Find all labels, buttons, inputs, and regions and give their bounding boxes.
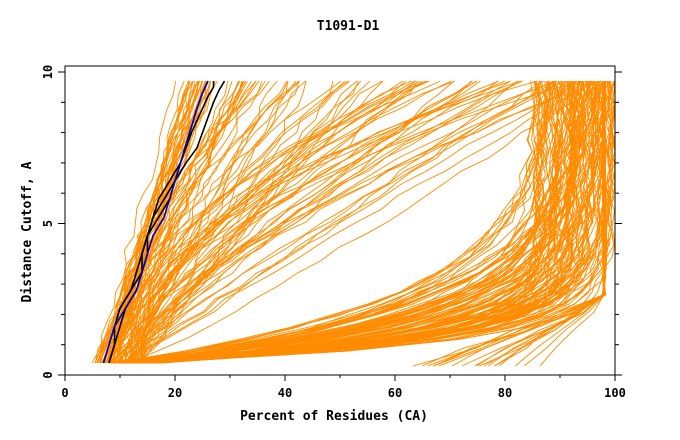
model-line <box>148 80 573 364</box>
model-line <box>118 81 599 364</box>
model-line <box>147 81 601 364</box>
model-line <box>158 81 574 364</box>
model-line <box>118 80 441 364</box>
model-line <box>118 80 556 364</box>
model-line <box>99 80 199 363</box>
model-line <box>125 80 606 364</box>
model-line <box>149 81 576 364</box>
model-line <box>139 80 358 364</box>
y-tick-label: 10 <box>41 65 55 79</box>
x-tick-label: 0 <box>61 386 68 400</box>
model-line <box>151 80 615 364</box>
model-line <box>120 81 572 364</box>
x-axis-ticks: 0 20 40 60 80 100 <box>61 375 626 400</box>
x-tick-label: 80 <box>498 386 512 400</box>
model-line <box>140 80 300 364</box>
model-line <box>126 80 563 364</box>
y-tick-label: 0 <box>41 371 55 378</box>
x-tick-label: 100 <box>604 386 626 400</box>
x-tick-label: 60 <box>388 386 402 400</box>
model-line <box>145 80 614 364</box>
model-line <box>91 81 207 364</box>
model-line <box>148 80 592 364</box>
model-line <box>479 81 607 367</box>
model-line <box>127 80 584 364</box>
model-line <box>130 81 545 364</box>
y-tick-label: 5 <box>41 220 55 227</box>
model-line <box>119 80 421 363</box>
model-line <box>113 80 544 364</box>
y-axis-title: Distance Cutoff, A <box>20 161 35 302</box>
model-line <box>149 81 550 364</box>
model-line <box>122 81 575 364</box>
model-line <box>113 80 473 364</box>
model-line <box>157 81 599 364</box>
model-line <box>433 81 607 367</box>
model-line <box>110 81 242 364</box>
model-line <box>131 80 307 364</box>
model-line <box>155 80 542 364</box>
model-line <box>152 81 602 364</box>
model-line <box>118 80 297 363</box>
model-line <box>103 80 260 364</box>
model-line <box>159 80 552 364</box>
model-line <box>152 81 562 364</box>
model-line <box>138 80 371 364</box>
highlight-series-4 <box>102 80 209 364</box>
model-line <box>138 80 362 364</box>
model-line <box>113 80 427 364</box>
x-tick-label: 20 <box>168 386 182 400</box>
model-line <box>125 80 278 364</box>
model-line <box>111 80 616 364</box>
model-line <box>483 81 606 367</box>
model-line <box>120 80 472 364</box>
highlight-lines <box>102 80 226 364</box>
model-line <box>137 80 556 364</box>
model-line <box>157 80 586 364</box>
model-line <box>148 80 541 364</box>
model-line <box>126 80 350 364</box>
x-axis-title: Percent of Residues (CA) <box>240 409 428 424</box>
model-line <box>101 80 193 364</box>
model-line <box>137 81 598 364</box>
model-lines <box>91 80 616 367</box>
model-line <box>122 80 538 364</box>
model-line <box>132 80 424 364</box>
model-line <box>131 80 585 364</box>
y-axis-ticks: 0 5 10 <box>41 65 622 379</box>
model-line <box>147 80 607 364</box>
model-line <box>151 81 591 364</box>
model-line <box>123 81 556 364</box>
model-line <box>136 80 288 364</box>
model-line <box>112 80 428 363</box>
model-line <box>116 80 455 364</box>
model-line <box>135 80 511 363</box>
model-line <box>126 80 596 364</box>
model-line <box>127 80 301 363</box>
model-line <box>108 80 239 364</box>
model-line <box>130 80 498 363</box>
chart-title: T1091-D1 <box>317 19 380 34</box>
model-line <box>111 81 536 364</box>
model-line <box>94 81 177 364</box>
model-line <box>112 81 579 364</box>
x-tick-label: 40 <box>278 386 292 400</box>
model-line <box>140 80 300 363</box>
